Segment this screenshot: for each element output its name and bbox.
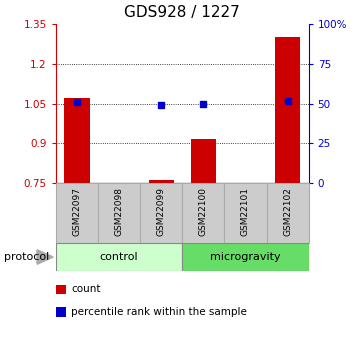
Bar bbox=[64, 98, 90, 183]
Bar bbox=[225, 183, 266, 243]
Text: GSM22098: GSM22098 bbox=[115, 187, 123, 236]
Text: percentile rank within the sample: percentile rank within the sample bbox=[71, 307, 247, 317]
Bar bbox=[140, 183, 182, 243]
Bar bbox=[149, 180, 174, 183]
Bar bbox=[98, 183, 140, 243]
Bar bbox=[56, 183, 98, 243]
Bar bbox=[275, 37, 300, 183]
Text: GSM22102: GSM22102 bbox=[283, 187, 292, 236]
Text: protocol: protocol bbox=[4, 252, 49, 262]
Text: GSM22097: GSM22097 bbox=[73, 187, 82, 236]
Bar bbox=[191, 139, 216, 183]
Text: count: count bbox=[71, 285, 101, 294]
Bar bbox=[56, 243, 182, 271]
Text: control: control bbox=[100, 252, 138, 262]
Text: GSM22099: GSM22099 bbox=[157, 187, 166, 236]
Polygon shape bbox=[37, 250, 53, 264]
Bar bbox=[266, 183, 309, 243]
Text: GSM22100: GSM22100 bbox=[199, 187, 208, 236]
Text: microgravity: microgravity bbox=[210, 252, 281, 262]
Bar bbox=[182, 183, 225, 243]
Title: GDS928 / 1227: GDS928 / 1227 bbox=[125, 5, 240, 20]
Bar bbox=[182, 243, 309, 271]
Text: GSM22101: GSM22101 bbox=[241, 187, 250, 236]
